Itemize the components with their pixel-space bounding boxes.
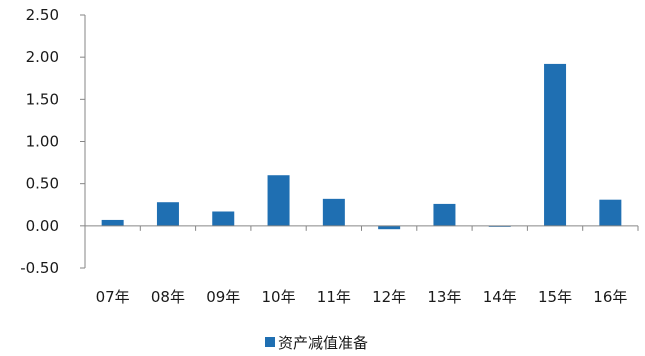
y-tick-label: 2.50 — [26, 6, 59, 24]
bar — [156, 202, 179, 226]
legend-label: 资产减值准备 — [278, 334, 368, 352]
x-tick-label: 09年 — [206, 288, 240, 306]
bar — [212, 211, 235, 226]
x-tick-label: 14年 — [483, 288, 517, 306]
bar — [101, 219, 124, 226]
y-axis-ticks: 2.50 2.00 1.50 1.00 0.50 0.00 -0.50 — [20, 6, 85, 277]
x-tick-label: 11年 — [317, 288, 351, 306]
axes — [84, 15, 639, 268]
x-tick-label: 16年 — [593, 288, 627, 306]
y-tick-label: 2.00 — [26, 48, 59, 66]
x-tick-label: 08年 — [151, 288, 185, 306]
legend-swatch — [265, 337, 275, 347]
bar — [322, 198, 345, 226]
bar — [599, 199, 622, 226]
y-tick-label: 0.50 — [26, 175, 59, 193]
bar — [267, 175, 290, 226]
bar — [378, 225, 401, 230]
y-tick-label: 0.00 — [26, 217, 59, 235]
x-tick-label: 10年 — [262, 288, 296, 306]
y-tick-label: 1.00 — [26, 133, 59, 151]
x-tick-label: 13年 — [427, 288, 461, 306]
bars — [101, 63, 622, 230]
y-tick-label: -0.50 — [20, 259, 59, 277]
bar — [433, 203, 456, 226]
y-tick-label: 1.50 — [26, 90, 59, 108]
x-tick-label: 15年 — [538, 288, 572, 306]
x-tick-label: 07年 — [96, 288, 130, 306]
x-tick-label: 12年 — [372, 288, 406, 306]
legend: 资产减值准备 — [265, 334, 368, 352]
x-axis-ticks: 07年 08年 09年 10年 11年 12年 13年 14年 15年 16年 — [96, 288, 628, 306]
bar — [544, 63, 567, 226]
